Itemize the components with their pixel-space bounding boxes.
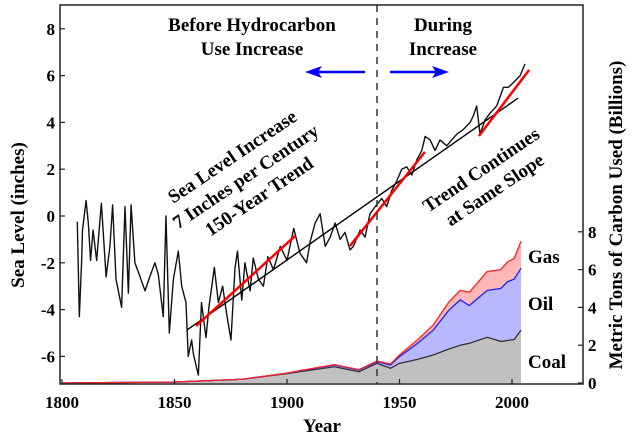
x-axis-title: Year bbox=[303, 416, 342, 437]
y-axis-title-right: Metric Tons of Carbon Used (Billions) bbox=[606, 61, 627, 370]
carbon-areas bbox=[61, 241, 522, 384]
y-tick-label-right: 0 bbox=[588, 374, 597, 393]
segment-trend-line-2 bbox=[349, 151, 426, 247]
x-tick-label: 2000 bbox=[495, 393, 529, 412]
area-oil bbox=[62, 268, 521, 383]
long-trend-line bbox=[186, 97, 519, 331]
x-tick-label: 1900 bbox=[270, 393, 304, 412]
y-tick-label-right: 6 bbox=[588, 261, 597, 280]
y-tick-label-left: 2 bbox=[47, 160, 56, 179]
left-arrow bbox=[305, 66, 365, 78]
y-tick-label-left: -2 bbox=[41, 254, 55, 273]
y-tick-label-left: -6 bbox=[41, 347, 55, 366]
legend-oil: Oil bbox=[528, 294, 553, 315]
y-tick-label-right: 4 bbox=[588, 298, 597, 317]
area-coal bbox=[62, 330, 521, 383]
y-tick-label-left: 8 bbox=[47, 20, 56, 39]
y-axis-title-left: Sea Level (inches) bbox=[8, 142, 29, 288]
y-tick-label-right: 8 bbox=[588, 223, 597, 242]
annotation-before-2: Use Increase bbox=[201, 39, 304, 60]
plot-frame bbox=[59, 4, 584, 385]
y-tick-label-left: 0 bbox=[47, 207, 56, 226]
sea-level-lines bbox=[76, 63, 531, 376]
line-gas bbox=[61, 241, 522, 384]
x-tick-label: 1800 bbox=[45, 393, 79, 412]
axis-ticks: 1800 1850 1900 1950 2000 -6 -4 -2 0 2 4 6 8 0 2 4 6 8 bbox=[41, 20, 597, 412]
y-tick-label-left: -4 bbox=[41, 301, 56, 320]
legend-gas: Gas bbox=[528, 247, 560, 268]
y-tick-label-left: 6 bbox=[47, 67, 56, 86]
segment-trend-line-3 bbox=[477, 69, 531, 137]
annotation-during-2: Increase bbox=[409, 39, 477, 60]
legend-coal: Coal bbox=[528, 352, 566, 373]
sea-level-line bbox=[76, 63, 526, 376]
annotation-during-1: During bbox=[414, 15, 473, 36]
y-tick-label-left: 4 bbox=[47, 113, 56, 132]
y-tick-label-right: 2 bbox=[588, 336, 597, 355]
x-tick-label: 1950 bbox=[383, 393, 417, 412]
x-tick-label: 1850 bbox=[158, 393, 192, 412]
annotation-before-1: Before Hydrocarbon bbox=[168, 15, 336, 36]
right-arrow bbox=[390, 66, 449, 78]
segment-trend-line-1 bbox=[195, 234, 296, 327]
